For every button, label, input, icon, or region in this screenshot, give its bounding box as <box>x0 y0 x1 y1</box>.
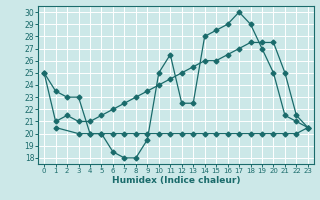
X-axis label: Humidex (Indice chaleur): Humidex (Indice chaleur) <box>112 176 240 185</box>
